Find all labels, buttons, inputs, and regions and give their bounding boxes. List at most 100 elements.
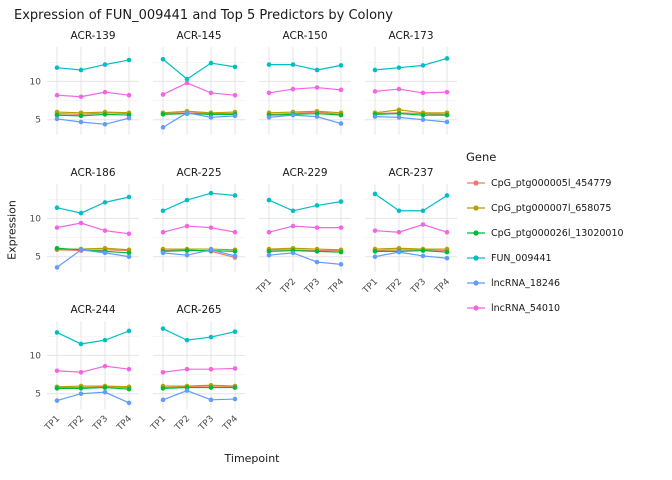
point-FUN_009441 [290, 208, 296, 214]
point-lncRNA_18246 [126, 400, 132, 406]
point-lncRNA_54010 [338, 225, 344, 230]
point-lncRNA_18246 [184, 388, 190, 393]
line-FUN_009441 [162, 192, 236, 212]
point-lncRNA_54010 [444, 229, 450, 235]
legend-key-icon [467, 255, 485, 261]
y-tick-label: 5 [35, 253, 41, 263]
point-FUN_009441 [126, 194, 132, 200]
point-lncRNA_54010 [208, 366, 214, 372]
point-lncRNA_54010 [102, 363, 108, 369]
line-CpG_ptg000005l_454779 [374, 249, 448, 252]
line-FUN_009441 [162, 58, 236, 80]
facet-title: ACR-145 [176, 30, 221, 42]
facet-title: ACR-173 [388, 30, 433, 42]
line-CpG_ptg000007l_658075 [162, 110, 236, 114]
x-tick-label: TP4 [221, 414, 241, 434]
point-lncRNA_18246 [102, 250, 108, 256]
legend-label: CpG_ptg000005l_454779 [491, 177, 612, 189]
legend-item-CpG_ptg000007l_658075: CpG_ptg000007l_658075 [466, 200, 624, 216]
line-CpG_ptg000005l_454779 [162, 112, 235, 115]
line-lncRNA_54010 [56, 91, 130, 98]
x-tick-label: TP3 [197, 414, 217, 434]
point-CpG_ptg000026l_13020010 [338, 249, 344, 255]
line-FUN_009441 [374, 193, 448, 212]
point-FUN_009441 [184, 197, 190, 203]
legend-label: lncRNA_54010 [491, 302, 561, 314]
point-FUN_009441 [232, 64, 238, 70]
point-CpG_ptg000026l_13020010 [420, 112, 426, 118]
x-tick-label: TP3 [409, 277, 429, 297]
line-CpG_ptg000026l_13020010 [57, 386, 130, 390]
point-FUN_009441 [232, 329, 238, 335]
line-lncRNA_18246 [374, 251, 448, 259]
point-lncRNA_18246 [266, 252, 272, 258]
line-lncRNA_18246 [162, 249, 236, 257]
point-lncRNA_54010 [54, 368, 60, 374]
line-CpG_ptg000007l_658075 [163, 248, 236, 251]
plot-title: Expression of FUN_009441 and Top 5 Predi… [14, 8, 393, 23]
facet-ACR-150: ACR-150 [259, 30, 351, 135]
line-CpG_ptg000005l_454779 [268, 111, 342, 115]
legend-label: lncRNA_18246 [491, 277, 561, 289]
x-axis-title: Timepoint [224, 452, 280, 465]
legend-key-icon [467, 230, 485, 236]
legend-item-CpG_ptg000005l_454779: CpG_ptg000005l_454779 [466, 175, 624, 191]
point-lncRNA_18246 [444, 119, 450, 125]
point-lncRNA_54010 [184, 366, 190, 372]
point-lncRNA_54010 [420, 90, 426, 96]
point-FUN_009441 [160, 208, 166, 214]
point-FUN_009441 [54, 65, 60, 70]
point-lncRNA_54010 [184, 223, 190, 229]
point-lncRNA_54010 [102, 228, 108, 233]
point-lncRNA_54010 [184, 80, 190, 86]
point-lncRNA_18246 [396, 115, 402, 120]
point-CpG_ptg000026l_13020010 [444, 249, 450, 255]
line-CpG_ptg000005l_454779 [162, 386, 235, 389]
line-FUN_009441 [162, 328, 236, 341]
point-lncRNA_54010 [290, 223, 296, 229]
point-FUN_009441 [396, 65, 402, 70]
point-lncRNA_54010 [102, 89, 108, 95]
line-CpG_ptg000007l_658075 [56, 385, 130, 388]
point-lncRNA_54010 [78, 369, 84, 375]
point-FUN_009441 [208, 190, 214, 196]
line-lncRNA_54010 [56, 365, 130, 373]
point-lncRNA_18246 [396, 249, 402, 255]
y-axis-title: Expression [5, 200, 19, 260]
point-FUN_009441 [444, 56, 450, 61]
point-FUN_009441 [184, 76, 190, 82]
line-CpG_ptg000005l_454779 [269, 249, 341, 252]
line-lncRNA_18246 [56, 391, 130, 404]
line-CpG_ptg000026l_13020010 [56, 247, 130, 254]
point-lncRNA_18246 [160, 250, 166, 256]
legend: Gene CpG_ptg000005l_454779 CpG_ptg000007l… [466, 150, 624, 325]
point-FUN_009441 [420, 63, 426, 68]
line-lncRNA_54010 [374, 223, 448, 233]
legend-item-CpG_ptg000026l_13020010: CpG_ptg000026l_13020010 [466, 225, 624, 241]
point-lncRNA_18246 [290, 112, 296, 118]
point-CpG_ptg000026l_13020010 [54, 245, 60, 251]
legend-item-lncRNA_54010: lncRNA_54010 [466, 300, 624, 316]
point-lncRNA_54010 [232, 366, 238, 371]
point-lncRNA_54010 [54, 92, 60, 98]
point-lncRNA_18246 [314, 259, 320, 265]
point-lncRNA_18246 [420, 117, 426, 122]
point-lncRNA_18246 [184, 252, 190, 258]
line-lncRNA_54010 [268, 225, 341, 233]
x-tick-label: TP1 [43, 414, 63, 434]
x-tick-label: TP4 [115, 414, 135, 434]
line-CpG_ptg000026l_13020010 [162, 386, 235, 389]
point-lncRNA_54010 [160, 92, 166, 97]
point-lncRNA_18246 [372, 114, 378, 119]
line-CpG_ptg000005l_454779 [57, 386, 130, 389]
point-FUN_009441 [314, 67, 320, 73]
x-tick-label: TP2 [279, 277, 299, 297]
line-lncRNA_18246 [268, 252, 342, 265]
line-CpG_ptg000026l_13020010 [56, 113, 130, 117]
x-tick-label: TP4 [433, 277, 453, 297]
point-CpG_ptg000026l_13020010 [208, 385, 214, 390]
point-lncRNA_18246 [208, 247, 214, 253]
line-FUN_009441 [56, 196, 130, 214]
point-FUN_009441 [208, 60, 214, 66]
line-lncRNA_54010 [162, 367, 236, 373]
